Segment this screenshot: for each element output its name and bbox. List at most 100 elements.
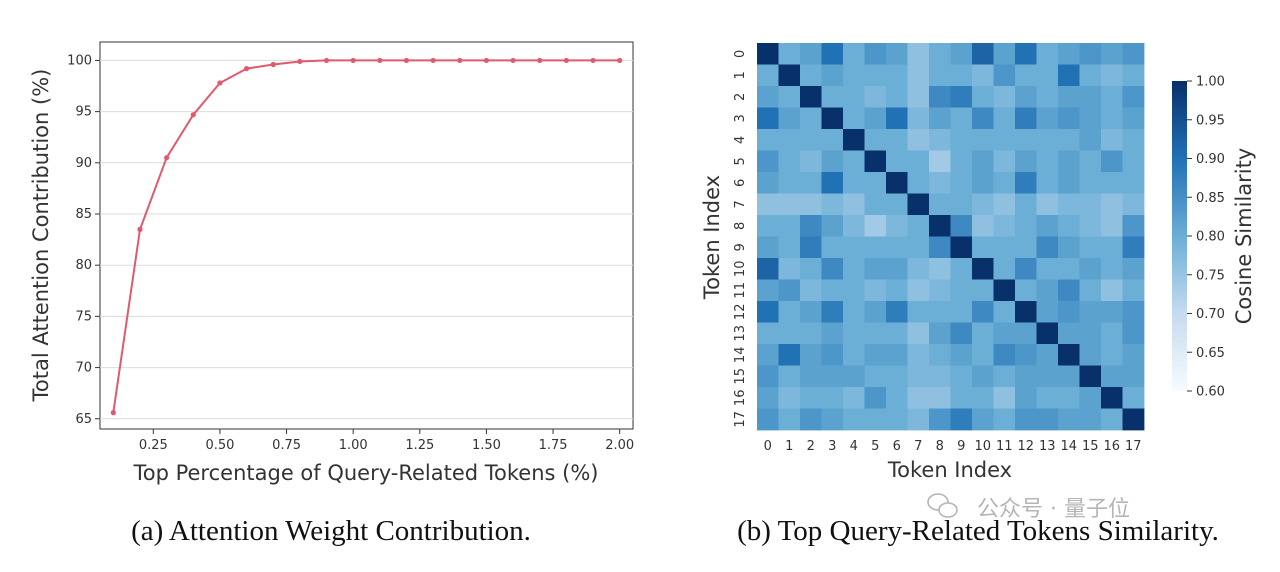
data-point — [137, 226, 143, 232]
heatmap-cell — [800, 64, 822, 87]
heatmap-cell — [800, 322, 822, 345]
heatmap-cell — [907, 107, 930, 130]
heatmap-y-tick-label: 11 — [733, 282, 748, 299]
heatmap-x-ticks: 0 1 2 3 4 5 6 7 8 9 10 11 12 13 14 15 16 17 — [764, 439, 1142, 454]
heatmap-cell — [864, 150, 887, 173]
heatmap-cell — [1015, 86, 1037, 108]
heatmap-cell — [800, 344, 822, 366]
x-tick-label: 1.00 — [339, 438, 368, 453]
heatmap-cell — [907, 43, 930, 65]
data-point — [510, 57, 516, 64]
heatmap-cell — [972, 150, 994, 173]
heatmap-cell — [972, 387, 994, 409]
heatmap-cell — [757, 43, 779, 65]
heatmap-cell — [778, 408, 801, 431]
heatmap-cell — [993, 43, 1016, 65]
heatmap-cell — [1079, 64, 1102, 87]
heatmap-cell — [843, 408, 865, 431]
heatmap-cell — [950, 172, 973, 194]
data-point — [297, 58, 303, 65]
heatmap-cell — [950, 215, 973, 237]
heatmap-cell — [800, 301, 822, 323]
heatmap-cell — [1058, 387, 1080, 409]
heatmap-cell — [1058, 322, 1080, 345]
heatmap-cell — [1036, 301, 1059, 323]
heatmap-cell — [1101, 344, 1123, 366]
heatmap-cell — [821, 387, 844, 409]
heatmap-cell — [1079, 150, 1102, 173]
heatmap-cell — [1036, 150, 1059, 173]
heatmap-cell — [886, 258, 908, 280]
heatmap-cell — [1015, 43, 1037, 65]
heatmap-cell — [778, 43, 801, 65]
data-point — [563, 57, 569, 64]
heatmap-cell — [800, 193, 822, 216]
data-point — [217, 80, 223, 86]
heatmap-x-tick-label: 17 — [1125, 439, 1142, 454]
colorbar-tick-label: 0.65 — [1196, 346, 1225, 361]
heatmap-cell — [1122, 43, 1145, 65]
colorbar-tick-label: 0.85 — [1196, 191, 1225, 206]
heatmap-cell — [993, 172, 1016, 194]
heatmap-cell — [1079, 301, 1102, 323]
heatmap-cell — [1122, 107, 1145, 130]
heatmap-cell — [843, 43, 865, 65]
line-chart: 65 70 75 80 85 90 95 100 0.25 0.50 0.75 1.00 1.25 1.… — [29, 41, 634, 485]
heatmap-cell — [1015, 129, 1037, 151]
heatmap-cell — [778, 172, 801, 194]
heatmap-cell — [821, 365, 844, 388]
heatmap-x-axis-label: Token Index — [887, 458, 1012, 482]
line-x-ticks: 0.25 0.50 0.75 1.00 1.25 1.50 1.75 2.00 — [139, 429, 634, 453]
heatmap-cell — [778, 301, 801, 323]
heatmap-x-tick-label: 8 — [936, 439, 944, 454]
colorbar-tick-label: 0.95 — [1196, 113, 1225, 128]
heatmap-cell — [778, 258, 801, 280]
heatmap-cell — [993, 150, 1016, 173]
heatmap-x-tick-label: 7 — [914, 439, 922, 454]
data-point — [403, 57, 410, 64]
data-point — [350, 57, 356, 64]
heatmap-y-tick-label: 3 — [733, 114, 748, 122]
heatmap-cell — [950, 193, 973, 216]
colorbar-tick-label: 0.80 — [1196, 230, 1225, 245]
heatmap-cell — [1122, 193, 1145, 216]
heatmap-cell — [757, 150, 779, 173]
data-point — [377, 57, 383, 64]
heatmap-cell — [1079, 172, 1102, 194]
heatmap-y-tick-label: 5 — [733, 157, 748, 165]
heatmap-cell — [864, 172, 887, 194]
heatmap-cell — [950, 258, 973, 280]
heatmap-cell — [929, 86, 951, 108]
heatmap-cell — [1101, 64, 1123, 87]
heatmap-cell — [1036, 322, 1059, 345]
heatmap-cell — [1058, 150, 1080, 173]
heatmap-cell — [1101, 193, 1123, 216]
heatmap-cell — [757, 86, 779, 108]
heatmap-cell — [1015, 344, 1037, 366]
series-line — [112, 59, 620, 413]
heatmap-cell — [1122, 172, 1145, 194]
heatmap-cell — [972, 172, 994, 194]
heatmap-cell — [1101, 236, 1123, 259]
heatmap-cell — [972, 301, 994, 323]
heatmap-cell — [886, 107, 908, 130]
x-tick-label: 1.25 — [405, 438, 434, 453]
y-tick-label: 70 — [75, 361, 92, 376]
heatmap-cell — [757, 279, 779, 302]
heatmap-cell — [757, 129, 779, 151]
heatmap-cell — [821, 215, 844, 237]
heatmap-cell — [864, 193, 887, 216]
colorbar-label: Cosine Similarity — [1232, 148, 1256, 324]
heatmap-cell — [950, 322, 973, 345]
heatmap-cell — [972, 365, 994, 388]
heatmap-cell — [1036, 279, 1059, 302]
heatmap-y-tick-label: 6 — [733, 179, 748, 187]
heatmap-cell — [950, 344, 973, 366]
heatmap-y-tick-label: 2 — [733, 93, 748, 101]
heatmap-cell — [821, 258, 844, 280]
heatmap-cell — [1058, 408, 1080, 431]
y-tick-label: 100 — [67, 53, 92, 68]
heatmap-cell — [886, 236, 908, 259]
heatmap-cell — [757, 172, 779, 194]
